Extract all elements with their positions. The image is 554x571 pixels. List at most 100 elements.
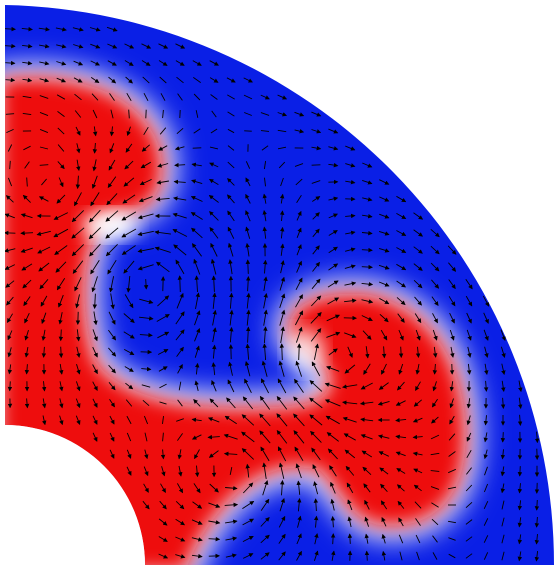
velocity-arrow	[364, 550, 370, 561]
velocity-arrow	[56, 77, 66, 83]
velocity-arrow	[39, 78, 50, 83]
velocity-arrow	[263, 309, 268, 326]
velocity-arrow	[193, 399, 201, 407]
velocity-arrow	[37, 246, 51, 254]
velocity-arrow	[212, 344, 217, 359]
velocity-arrow	[245, 226, 251, 239]
velocity-arrow	[58, 177, 64, 188]
velocity-arrow	[177, 275, 183, 293]
velocity-arrow	[241, 414, 255, 426]
velocity-arrow	[59, 381, 64, 392]
velocity-arrow	[245, 193, 251, 204]
velocity-arrow	[431, 518, 439, 526]
velocity-arrow	[211, 275, 217, 292]
velocity-arrow	[399, 551, 403, 561]
velocity-arrow	[110, 109, 114, 119]
velocity-arrow	[416, 551, 420, 561]
velocity-arrow	[41, 398, 47, 409]
velocity-arrow	[430, 262, 440, 272]
velocity-arrow	[138, 196, 153, 203]
velocity-arrow	[311, 180, 321, 184]
velocity-arrow	[448, 537, 456, 541]
velocity-arrow	[22, 279, 32, 289]
velocity-arrow	[174, 146, 185, 151]
velocity-arrow	[501, 500, 505, 510]
velocity-arrow	[7, 381, 13, 392]
velocity-arrow	[26, 177, 28, 187]
velocity-arrow	[90, 43, 101, 49]
velocity-arrow	[329, 465, 337, 477]
velocity-arrow	[90, 77, 100, 84]
velocity-arrow	[381, 363, 387, 375]
velocity-arrow	[360, 382, 373, 390]
velocity-arrow	[397, 313, 405, 323]
velocity-arrow	[278, 360, 285, 377]
velocity-arrow	[344, 247, 356, 252]
velocity-arrow	[160, 483, 166, 493]
velocity-arrow	[224, 415, 237, 425]
velocity-arrow	[501, 534, 505, 544]
velocity-arrow	[448, 296, 456, 307]
velocity-arrow	[22, 95, 32, 99]
velocity-arrow	[431, 398, 438, 408]
velocity-arrow	[109, 93, 115, 101]
velocity-arrow	[194, 449, 200, 460]
velocity-arrow	[175, 329, 185, 341]
velocity-arrow	[432, 363, 438, 375]
velocity-arrow	[328, 230, 338, 236]
velocity-arrow	[347, 516, 352, 528]
velocity-arrow	[92, 159, 97, 172]
velocity-arrow	[398, 346, 404, 359]
velocity-arrow	[293, 413, 305, 427]
velocity-arrow	[175, 536, 186, 542]
velocity-arrow	[58, 346, 64, 359]
velocity-arrow	[412, 451, 423, 457]
velocity-arrow	[125, 382, 134, 390]
velocity-arrow	[309, 414, 323, 426]
velocity-arrow	[155, 197, 170, 202]
velocity-arrow	[57, 127, 65, 135]
velocity-arrow	[414, 501, 422, 509]
velocity-arrow	[517, 466, 523, 477]
velocity-arrow	[396, 247, 407, 253]
velocity-arrow	[175, 500, 185, 510]
velocity-arrow	[160, 449, 166, 460]
velocity-arrow	[191, 434, 202, 440]
velocity-arrow	[22, 77, 33, 83]
velocity-arrow	[277, 146, 287, 150]
velocity-arrow	[378, 247, 390, 253]
velocity-arrow	[294, 163, 304, 167]
velocity-arrow	[500, 483, 506, 494]
velocity-arrow	[361, 247, 373, 253]
velocity-arrow	[534, 431, 540, 444]
velocity-arrow	[432, 329, 438, 341]
velocity-arrow	[280, 260, 285, 274]
velocity-arrow	[92, 364, 98, 375]
velocity-arrow	[109, 143, 115, 154]
velocity-arrow	[106, 26, 118, 32]
velocity-arrow	[311, 145, 322, 151]
velocity-arrow	[412, 417, 423, 423]
velocity-arrow	[245, 276, 251, 292]
velocity-arrow	[380, 329, 388, 341]
velocity-arrow	[57, 144, 65, 152]
velocity-arrow	[314, 533, 319, 545]
velocity-arrow	[143, 483, 149, 493]
velocity-arrow	[278, 551, 286, 561]
velocity-arrow	[259, 413, 271, 427]
velocity-arrow	[56, 94, 66, 100]
velocity-arrow	[125, 143, 133, 153]
velocity-arrow	[466, 312, 472, 324]
velocity-arrow	[432, 346, 438, 358]
velocity-arrow	[517, 517, 523, 528]
velocity-arrow	[246, 292, 251, 309]
velocity-arrow	[7, 144, 13, 152]
velocity-arrow	[228, 361, 233, 376]
velocity-arrow	[193, 128, 201, 134]
velocity-arrow	[277, 129, 287, 133]
velocity-arrow	[57, 161, 65, 170]
velocity-arrow	[377, 434, 390, 439]
velocity-arrow	[260, 498, 270, 511]
velocity-arrow	[483, 535, 489, 543]
